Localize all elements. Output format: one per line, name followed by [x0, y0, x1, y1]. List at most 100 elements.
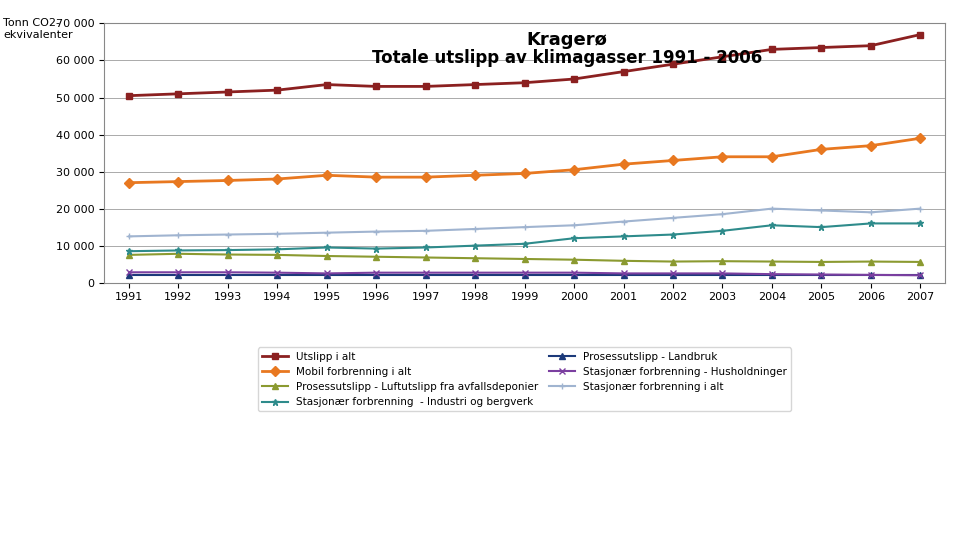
Stasjonær forbrenning  - Industri og bergverk	[717, 228, 729, 234]
Mobil forbrenning i alt	[766, 153, 778, 160]
Utslipp i alt	[518, 79, 530, 86]
Prosessutslipp - Luftutslipp fra avfallsdeponier	[272, 251, 283, 258]
Utslipp i alt	[123, 92, 134, 99]
Mobil forbrenning i alt	[816, 146, 828, 153]
Mobil forbrenning i alt	[618, 161, 630, 168]
Stasjonær forbrenning  - Industri og bergverk	[518, 240, 530, 247]
Stasjonær forbrenning  - Industri og bergverk	[469, 243, 481, 249]
Stasjonær forbrenning  - Industri og bergverk	[420, 244, 431, 251]
Stasjonær forbrenning  - Industri og bergverk	[618, 233, 630, 240]
Line: Prosessutslipp - Luftutslipp fra avfallsdeponier: Prosessutslipp - Luftutslipp fra avfalls…	[126, 250, 924, 266]
Mobil forbrenning i alt	[915, 135, 926, 141]
Mobil forbrenning i alt	[717, 153, 729, 160]
Prosessutslipp - Landbruk	[766, 272, 778, 278]
Stasjonær forbrenning i alt	[321, 229, 332, 236]
Mobil forbrenning i alt	[371, 174, 382, 180]
Stasjonær forbrenning - Husholdninger	[123, 269, 134, 276]
Stasjonær forbrenning i alt	[865, 209, 876, 216]
Mobil forbrenning i alt	[272, 175, 283, 182]
Stasjonær forbrenning i alt	[420, 228, 431, 234]
Stasjonær forbrenning  - Industri og bergverk	[915, 220, 926, 227]
Prosessutslipp - Landbruk	[371, 272, 382, 278]
Prosessutslipp - Luftutslipp fra avfallsdeponier	[469, 255, 481, 262]
Stasjonær forbrenning - Husholdninger	[272, 270, 283, 276]
Utslipp i alt	[766, 46, 778, 53]
Stasjonær forbrenning  - Industri og bergverk	[321, 244, 332, 251]
Line: Stasjonær forbrenning - Husholdninger: Stasjonær forbrenning - Husholdninger	[126, 269, 924, 279]
Stasjonær forbrenning i alt	[618, 218, 630, 225]
Line: Prosessutslipp - Landbruk: Prosessutslipp - Landbruk	[126, 272, 924, 279]
Utslipp i alt	[321, 81, 332, 88]
Stasjonær forbrenning - Husholdninger	[222, 269, 233, 276]
Stasjonær forbrenning - Husholdninger	[717, 270, 729, 277]
Prosessutslipp - Landbruk	[469, 272, 481, 278]
Prosessutslipp - Landbruk	[518, 272, 530, 278]
Utslipp i alt	[915, 31, 926, 38]
Stasjonær forbrenning - Husholdninger	[420, 270, 431, 276]
Stasjonær forbrenning - Husholdninger	[173, 269, 184, 276]
Stasjonær forbrenning i alt	[717, 211, 729, 217]
Stasjonær forbrenning - Husholdninger	[816, 271, 828, 278]
Prosessutslipp - Landbruk	[618, 272, 630, 278]
Utslipp i alt	[272, 87, 283, 94]
Prosessutslipp - Landbruk	[865, 272, 876, 278]
Prosessutslipp - Luftutslipp fra avfallsdeponier	[222, 251, 233, 258]
Stasjonær forbrenning - Husholdninger	[667, 270, 679, 277]
Stasjonær forbrenning  - Industri og bergverk	[272, 246, 283, 252]
Stasjonær forbrenning - Husholdninger	[469, 270, 481, 276]
Line: Stasjonær forbrenning i alt: Stasjonær forbrenning i alt	[126, 205, 924, 240]
Text: Kragerø: Kragerø	[526, 31, 607, 50]
Mobil forbrenning i alt	[173, 178, 184, 185]
Prosessutslipp - Luftutslipp fra avfallsdeponier	[371, 254, 382, 260]
Prosessutslipp - Luftutslipp fra avfallsdeponier	[420, 254, 431, 261]
Stasjonær forbrenning - Husholdninger	[618, 270, 630, 277]
Stasjonær forbrenning - Husholdninger	[865, 272, 876, 278]
Mobil forbrenning i alt	[865, 142, 876, 149]
Stasjonær forbrenning  - Industri og bergverk	[766, 222, 778, 229]
Stasjonær forbrenning i alt	[667, 214, 679, 221]
Prosessutslipp - Landbruk	[123, 272, 134, 278]
Utslipp i alt	[173, 91, 184, 97]
Prosessutslipp - Luftutslipp fra avfallsdeponier	[518, 256, 530, 262]
Prosessutslipp - Landbruk	[717, 272, 729, 278]
Stasjonær forbrenning  - Industri og bergverk	[667, 231, 679, 238]
Prosessutslipp - Luftutslipp fra avfallsdeponier	[173, 250, 184, 257]
Prosessutslipp - Landbruk	[321, 272, 332, 278]
Prosessutslipp - Luftutslipp fra avfallsdeponier	[667, 258, 679, 265]
Stasjonær forbrenning  - Industri og bergverk	[173, 247, 184, 254]
Prosessutslipp - Luftutslipp fra avfallsdeponier	[865, 258, 876, 265]
Line: Utslipp i alt: Utslipp i alt	[126, 31, 924, 99]
Prosessutslipp - Landbruk	[272, 272, 283, 278]
Stasjonær forbrenning  - Industri og bergverk	[371, 245, 382, 252]
Prosessutslipp - Luftutslipp fra avfallsdeponier	[321, 252, 332, 259]
Stasjonær forbrenning  - Industri og bergverk	[222, 247, 233, 254]
Prosessutslipp - Landbruk	[816, 272, 828, 278]
Stasjonær forbrenning i alt	[568, 222, 580, 229]
Stasjonær forbrenning  - Industri og bergverk	[865, 220, 876, 227]
Stasjonær forbrenning i alt	[123, 233, 134, 240]
Prosessutslipp - Luftutslipp fra avfallsdeponier	[766, 258, 778, 265]
Stasjonær forbrenning i alt	[915, 205, 926, 212]
Stasjonær forbrenning i alt	[222, 231, 233, 238]
Prosessutslipp - Luftutslipp fra avfallsdeponier	[123, 251, 134, 258]
Prosessutslipp - Landbruk	[222, 272, 233, 278]
Utslipp i alt	[717, 53, 729, 60]
Stasjonær forbrenning  - Industri og bergverk	[123, 248, 134, 255]
Prosessutslipp - Landbruk	[568, 272, 580, 278]
Stasjonær forbrenning - Husholdninger	[518, 270, 530, 276]
Stasjonær forbrenning i alt	[816, 207, 828, 214]
Mobil forbrenning i alt	[420, 174, 431, 180]
Legend: Utslipp i alt, Mobil forbrenning i alt, Prosessutslipp - Luftutslipp fra avfalls: Utslipp i alt, Mobil forbrenning i alt, …	[258, 348, 791, 411]
Prosessutslipp - Landbruk	[915, 272, 926, 278]
Mobil forbrenning i alt	[518, 170, 530, 177]
Stasjonær forbrenning i alt	[469, 226, 481, 232]
Mobil forbrenning i alt	[667, 157, 679, 164]
Prosessutslipp - Landbruk	[420, 272, 431, 278]
Utslipp i alt	[816, 44, 828, 51]
Prosessutslipp - Luftutslipp fra avfallsdeponier	[717, 258, 729, 265]
Utslipp i alt	[618, 68, 630, 75]
Utslipp i alt	[371, 83, 382, 90]
Mobil forbrenning i alt	[321, 172, 332, 179]
Prosessutslipp - Luftutslipp fra avfallsdeponier	[618, 257, 630, 264]
Text: Totale utslipp av klimagasser 1991 - 2006: Totale utslipp av klimagasser 1991 - 200…	[372, 50, 762, 68]
